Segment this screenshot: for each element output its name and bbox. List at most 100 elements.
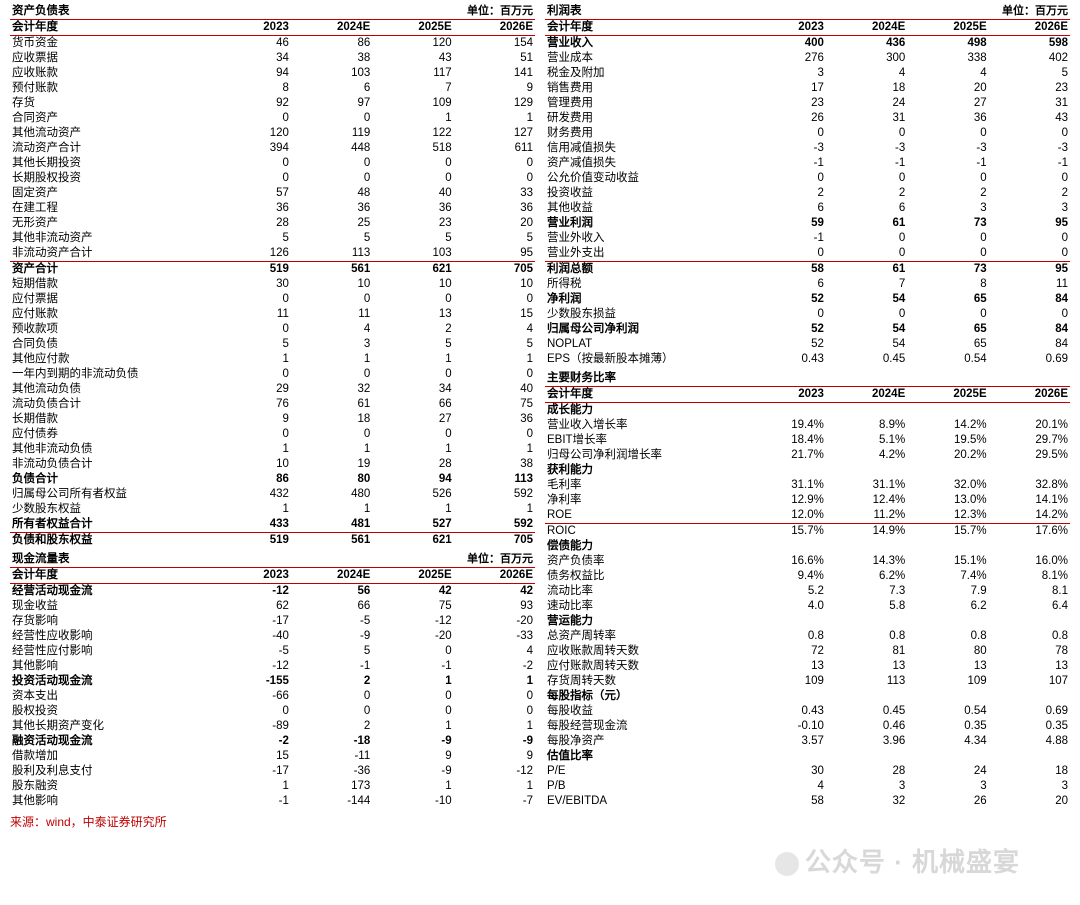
table-row: 存货影响-17-5-12-20	[10, 614, 535, 629]
table-row: 股东融资117311	[10, 779, 535, 794]
table-row: 在建工程36363636	[10, 201, 535, 216]
table-row: 债务权益比9.4%6.2%7.4%8.1%	[545, 569, 1070, 584]
year-col: 2024E	[826, 387, 907, 403]
table-row: 其他流动负债29323440	[10, 382, 535, 397]
table-row: 负债合计868094113	[10, 472, 535, 487]
table-row: ROE12.0%11.2%12.3%14.2%	[545, 508, 1070, 523]
table-row: 其他长期投资0000	[10, 156, 535, 171]
table-row: 成长能力	[545, 403, 1070, 419]
table-row: 应收票据34384351	[10, 51, 535, 66]
table-row: 应收账款94103117141	[10, 66, 535, 81]
table-row: 管理费用23242731	[545, 96, 1070, 111]
table-row: 其他长期资产变化-89211	[10, 719, 535, 734]
table-row: 其他影响-1-144-10-7	[10, 794, 535, 809]
table-row: 借款增加15-1199	[10, 749, 535, 764]
table-row: 其他流动资产120119122127	[10, 126, 535, 141]
table-row: 长期股权投资0000	[10, 171, 535, 186]
table-row: 负债和股东权益519561621705	[10, 533, 535, 549]
table-row: 投资收益2222	[545, 186, 1070, 201]
table-row: 销售费用17182023	[545, 81, 1070, 96]
table-row: 应付账款11111315	[10, 307, 535, 322]
table-row: 获利能力	[545, 463, 1070, 478]
table-row: 速动比率4.05.86.26.4	[545, 599, 1070, 614]
table-row: 预收款项0424	[10, 322, 535, 337]
table-row: 利润总额58617395	[545, 262, 1070, 278]
table-row: 应付票据0000	[10, 292, 535, 307]
table-row: P/B4333	[545, 779, 1070, 794]
table-row: 资本支出-66000	[10, 689, 535, 704]
table-row: EV/EBITDA58322620	[545, 794, 1070, 809]
table-row: 信用减值损失-3-3-3-3	[545, 141, 1070, 156]
table-row: 资产负债率16.6%14.3%15.1%16.0%	[545, 554, 1070, 569]
unit-label: 单位：百万元	[989, 4, 1070, 20]
year-col: 2025E	[372, 568, 453, 584]
table-row: 资产合计519561621705	[10, 262, 535, 278]
year-col: 2024E	[826, 20, 907, 36]
table-row: 融资活动现金流-2-18-9-9	[10, 734, 535, 749]
table-row: 应付债券0000	[10, 427, 535, 442]
table-row: 估值比率	[545, 749, 1070, 764]
table-row: 长期借款9182736	[10, 412, 535, 427]
table-row: EBIT增长率18.4%5.1%19.5%29.7%	[545, 433, 1070, 448]
table-row: 其他影响-12-1-1-2	[10, 659, 535, 674]
table-row: 少数股东损益0000	[545, 307, 1070, 322]
table-row: 营业收入增长率19.4%8.9%14.2%20.1%	[545, 418, 1070, 433]
table-row: P/E30282418	[545, 764, 1070, 779]
table-row: 每股指标（元）	[545, 689, 1070, 704]
table-row: 应付账款周转天数13131313	[545, 659, 1070, 674]
table-row: EPS（按最新股本摊薄）0.430.450.540.69	[545, 352, 1070, 367]
table-row: 无形资产28252320	[10, 216, 535, 231]
table-row: 所有者权益合计433481527592	[10, 517, 535, 532]
year-col: 2026E	[989, 387, 1070, 403]
year-header-label: 会计年度	[10, 568, 210, 584]
table-row: 归属母公司净利润52546584	[545, 322, 1070, 337]
table-row: 经营活动现金流-12564242	[10, 584, 535, 600]
table-row: 研发费用26313643	[545, 111, 1070, 126]
table-row: 短期借款30101010	[10, 277, 535, 292]
table-row: 每股收益0.430.450.540.69	[545, 704, 1070, 719]
table-row: 营运能力	[545, 614, 1070, 629]
ratios-table: 主要财务比率会计年度20232024E2025E2026E成长能力营业收入增长率…	[545, 371, 1070, 809]
table-row: 每股净资产3.573.964.344.88	[545, 734, 1070, 749]
table-row: ROIC15.7%14.9%15.7%17.6%	[545, 524, 1070, 540]
table-row: 股权投资0000	[10, 704, 535, 719]
table-row: 其他非流动资产5555	[10, 231, 535, 246]
year-col: 2024E	[291, 20, 372, 36]
table-row: 股利及利息支付-17-36-9-12	[10, 764, 535, 779]
year-header-label: 会计年度	[10, 20, 210, 36]
table-row: 流动比率5.27.37.98.1	[545, 584, 1070, 599]
table-row: NOPLAT52546584	[545, 337, 1070, 352]
year-col: 2026E	[454, 568, 535, 584]
table-row: 营业利润59617395	[545, 216, 1070, 231]
table-row: 营业收入400436498598	[545, 36, 1070, 52]
year-header-label: 会计年度	[545, 20, 745, 36]
table-row: 投资活动现金流-155211	[10, 674, 535, 689]
table-row: 财务费用0000	[545, 126, 1070, 141]
year-col: 2023	[745, 20, 826, 36]
table-row: 预付账款8679	[10, 81, 535, 96]
table-row: 非流动负债合计10192838	[10, 457, 535, 472]
table-row: 净利润52546584	[545, 292, 1070, 307]
table-row: 流动资产合计394448518611	[10, 141, 535, 156]
table-row: 所得税67811	[545, 277, 1070, 292]
table-row: 货币资金4686120154	[10, 36, 535, 52]
table-row: 其他非流动负债1111	[10, 442, 535, 457]
year-col: 2026E	[454, 20, 535, 36]
unit-label: 单位：百万元	[454, 4, 535, 20]
year-col: 2025E	[907, 387, 988, 403]
table-row: 现金收益62667593	[10, 599, 535, 614]
balance-sheet-table: 资产负债表单位：百万元会计年度20232024E2025E2026E货币资金46…	[10, 4, 535, 548]
table-row: 一年内到期的非流动负债0000	[10, 367, 535, 382]
year-col: 2025E	[372, 20, 453, 36]
table-row: 营业外支出0000	[545, 246, 1070, 261]
table-row: 税金及附加3445	[545, 66, 1070, 81]
table-row: 其他收益6633	[545, 201, 1070, 216]
table-row: 合同资产0011	[10, 111, 535, 126]
table-row: 营业外收入-1000	[545, 231, 1070, 246]
section-title: 资产负债表	[10, 4, 210, 20]
table-row: 存货9297109129	[10, 96, 535, 111]
table-row: 经营性应付影响-5504	[10, 644, 535, 659]
table-row: 归属母公司所有者权益432480526592	[10, 487, 535, 502]
year-col: 2025E	[907, 20, 988, 36]
table-row: 固定资产57484033	[10, 186, 535, 201]
